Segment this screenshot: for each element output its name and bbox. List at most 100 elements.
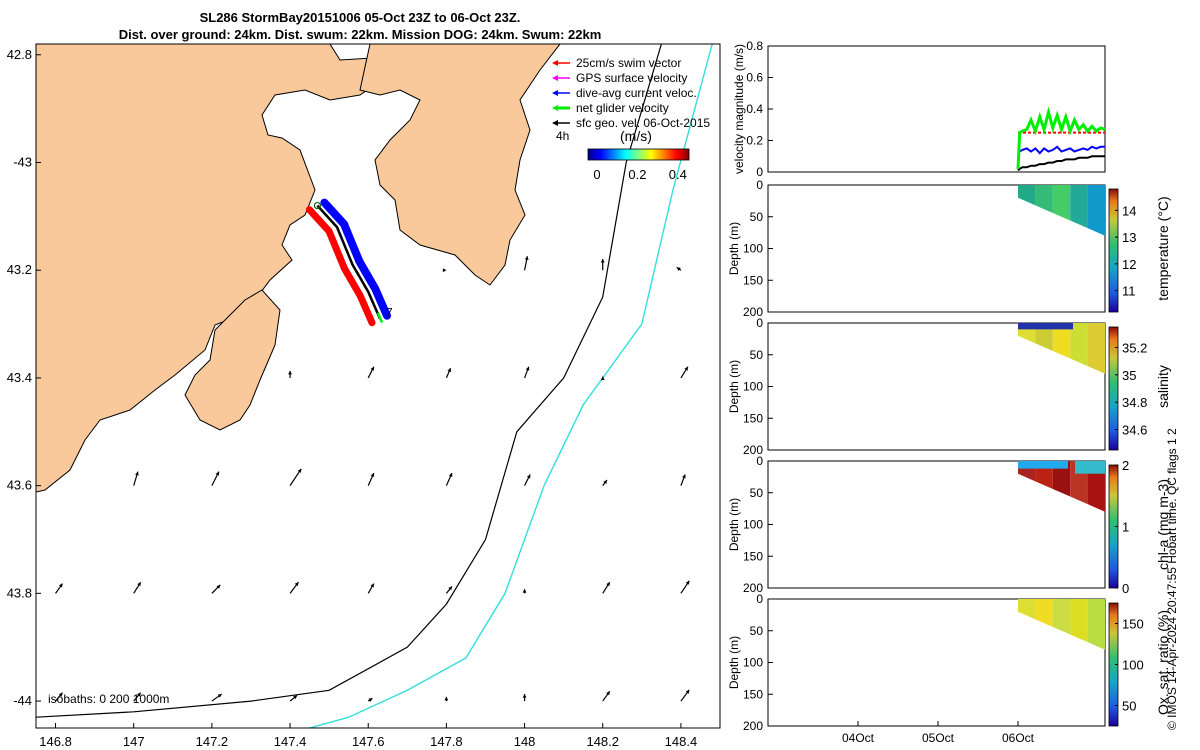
colorbar-tick-label: 0 [1122, 581, 1129, 596]
section-y-tick-label: 0 [756, 454, 763, 468]
speed-colorbar [587, 148, 690, 161]
section-y-label: Depth (m) [727, 360, 741, 413]
current-vector [602, 479, 608, 486]
section-y-tick-label: 100 [743, 656, 763, 670]
current-vector [288, 370, 292, 378]
legend-entry: 25cm/s swim vector [552, 56, 681, 70]
current-vector [133, 581, 142, 594]
section-data-patch [1087, 599, 1105, 650]
section-y-label: Depth (m) [727, 636, 741, 689]
colorbar-tick-label: 50 [1122, 699, 1136, 714]
section-panel: 0 50 100 150 200 Depth (m) 0 1 2 chl-a (mg m-3) [727, 454, 1171, 596]
section-data-patch [1018, 323, 1073, 330]
section-panel: 0 50 100 150 200 Depth (m) 11 12 13 14 temperature… [727, 178, 1171, 319]
isobath-label: isobaths: 0 200 1000m [48, 692, 169, 706]
colorbar-label: temperature (°C) [1155, 196, 1171, 300]
section-y-tick-label: 0 [756, 592, 763, 606]
section-y-tick-label: 200 [743, 719, 763, 733]
current-vector [444, 696, 449, 702]
section-data-patch [1087, 323, 1105, 374]
velocity-y-tick-label: 0 [756, 165, 763, 179]
current-vector [680, 474, 686, 486]
map-x-tick-label: 146.8 [39, 734, 72, 749]
current-vector [289, 695, 298, 702]
current-vector [602, 581, 611, 594]
map-axes: 146.8 147 147.2 147.4 147.6 147.8 148 148.2 148.… [7, 47, 698, 749]
map-y-tick-label: 43.2 [7, 262, 32, 277]
legend-entry: dive-avg current veloc. [552, 86, 697, 100]
section-data-patch [1070, 185, 1088, 229]
map-y-tick-label: -44 [13, 693, 32, 708]
colorbar-tick-label: 100 [1122, 658, 1144, 673]
colorbar-tick-label: 34.8 [1122, 395, 1147, 410]
colorbar-label: Ox. sat. ratio (%) [1155, 610, 1171, 715]
section-y-tick-label: 50 [750, 624, 764, 638]
section-y-tick-label: 200 [743, 305, 763, 319]
colorbar-tick-label: 14 [1122, 203, 1136, 218]
current-vector [211, 471, 220, 486]
section-y-tick-label: 100 [743, 242, 763, 256]
map-y-tick-label: 43.6 [7, 478, 32, 493]
section-y-label: Depth (m) [727, 222, 741, 275]
map-x-tick-label: 148.4 [665, 734, 698, 749]
current-vector [445, 585, 453, 594]
chart-title-line1: SL286 StormBay20151006 05-Oct 23Z to 06-… [199, 10, 521, 25]
section-colorbar [1108, 188, 1119, 313]
current-vector [524, 474, 531, 486]
velocity-y-tick-label: 0.2 [746, 134, 763, 148]
current-vector [600, 259, 605, 271]
section-y-tick-label: 0 [756, 178, 763, 192]
colorbar-tick-label: 1 [1122, 520, 1129, 535]
legend-label: dive-avg current veloc. [576, 86, 697, 100]
colorbar-tick-label: 35 [1122, 368, 1136, 383]
current-vector [133, 471, 139, 486]
swim-vector-band [305, 206, 376, 327]
colorbar-label: chl-a (mg m-3) [1155, 479, 1171, 570]
legend-entry: GPS surface velocity [552, 71, 687, 85]
current-vector [55, 583, 64, 594]
section-data-patch [1035, 599, 1053, 627]
current-vectors-layer [55, 256, 690, 702]
section-data-patch [1018, 185, 1036, 206]
current-vector [211, 584, 221, 594]
section-y-tick-label: 100 [743, 518, 763, 532]
section-data-patch [1075, 461, 1105, 474]
map-y-tick-label: 42.8 [7, 47, 32, 62]
current-vector [367, 583, 375, 594]
north-land [359, 44, 561, 286]
isobath-200m [36, 44, 662, 718]
section-data-patch [1035, 323, 1053, 351]
current-vector [442, 268, 447, 273]
legend-label: 25cm/s swim vector [576, 56, 681, 70]
velocity-axes-frame [767, 45, 1106, 173]
legend-entry: sfc geo. vel. 06-Oct-2015 [552, 116, 710, 130]
current-vector [55, 692, 64, 702]
current-vector [680, 366, 689, 379]
colorbar-tick-label: 150 [1122, 617, 1144, 632]
current-vector [680, 580, 690, 594]
section-y-tick-label: 150 [743, 273, 763, 287]
map-x-tick-label: 148.2 [586, 734, 619, 749]
isobath-1000m [309, 44, 713, 728]
glider-track [316, 204, 382, 320]
current-vector [676, 266, 682, 271]
section-panel: 0 50 100 150 200 Depth (m) 50 100 150 Ox. sat. ra… [727, 592, 1171, 745]
section-data-patch [1018, 599, 1036, 620]
time-x-tick-label: 04Oct [842, 731, 875, 745]
section-colorbar [1108, 326, 1119, 451]
current-vector [367, 366, 375, 379]
velocity-y-label: velocity magnitude (m/s) [732, 44, 746, 174]
map-x-tick-label: 147.8 [430, 734, 463, 749]
current-vector [367, 697, 373, 702]
colorbar-tick-label: 2 [1122, 458, 1129, 473]
colorbar-tick-label: 34.6 [1122, 423, 1147, 438]
map-x-tick-label: 147.2 [196, 734, 229, 749]
map-x-tick-label: 147.6 [352, 734, 385, 749]
current-vector [680, 689, 690, 702]
section-y-tick-label: 200 [743, 443, 763, 457]
current-vector [445, 367, 452, 379]
legend-entry: net glider velocity [552, 101, 669, 115]
section-data-patch [1052, 185, 1071, 221]
